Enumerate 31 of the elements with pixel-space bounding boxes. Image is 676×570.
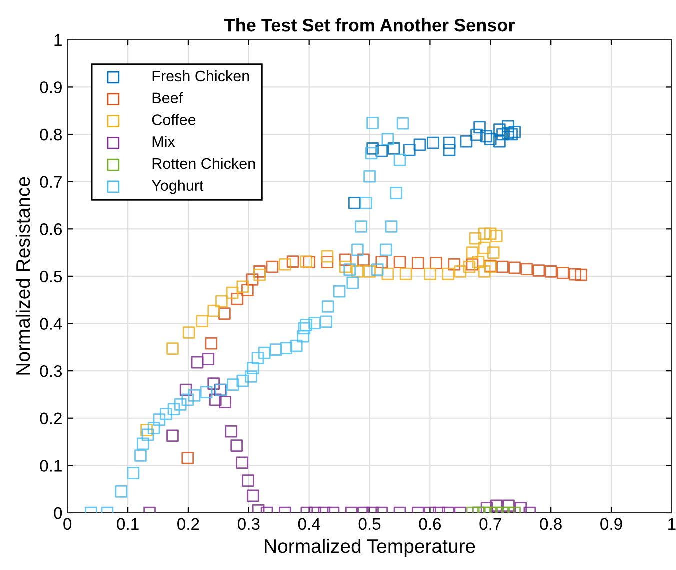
x-axis-title: Normalized Temperature: [265, 538, 476, 558]
x-tick-label: 0.6: [419, 518, 442, 530]
y-tick-label: 0: [54, 507, 62, 520]
x-tick-label: 0.2: [178, 518, 200, 530]
x-tick-label: 1: [668, 518, 676, 530]
chart-title: The Test Set from Another Sensor: [224, 18, 515, 32]
y-tick-label: 0.4: [40, 318, 62, 330]
x-tick-label: 0.5: [358, 518, 381, 530]
legend-label: Beef: [152, 92, 184, 104]
y-axis-title: Normalized Resistance: [16, 177, 30, 375]
y-tick-label: 0.6: [40, 224, 62, 236]
legend-label: Coffee: [152, 114, 196, 126]
x-tick-label: 0.9: [600, 518, 622, 530]
x-tick-label: 0.3: [238, 518, 260, 530]
y-tick-label: 0.1: [40, 460, 62, 472]
y-tick-label: 0.2: [40, 412, 62, 425]
y-tick-label: 0.8: [40, 128, 62, 141]
x-tick-label: 0: [64, 518, 72, 530]
y-tick-label: 0.9: [40, 82, 62, 94]
legend-label: Mix: [152, 136, 176, 148]
legend-label: Rotten Chicken: [152, 158, 256, 170]
y-tick-label: 0.5: [40, 270, 62, 283]
legend-label: Yoghurt: [152, 180, 204, 194]
x-tick-label: 0.4: [298, 518, 320, 530]
y-tick-label: 0.7: [40, 176, 62, 188]
y-tick-label: 1: [54, 34, 62, 46]
x-tick-label: 0.7: [480, 518, 502, 530]
x-tick-label: 0.1: [117, 518, 139, 530]
y-tick-label: 0.3: [40, 365, 62, 378]
x-tick-label: 0.8: [540, 518, 562, 530]
legend-label: Fresh Chicken: [152, 70, 250, 82]
